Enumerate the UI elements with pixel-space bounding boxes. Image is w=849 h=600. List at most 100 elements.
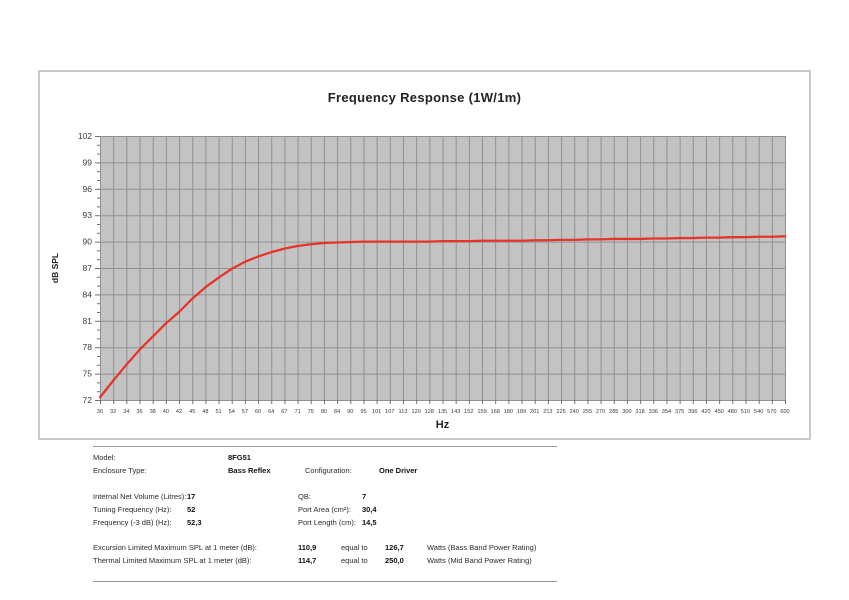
x-tick-label: 450 [714,409,723,415]
x-tick-label: 80 [321,409,327,415]
spec-value: 52,3 [187,518,202,527]
x-tick-label: 318 [635,409,644,415]
spec-value: 110,9 [298,543,317,552]
separator-top [93,446,557,447]
x-tick-label: 480 [728,409,737,415]
y-tick-label: 84 [83,289,93,299]
x-tick-label: 30 [97,409,103,415]
separator-bottom [93,581,557,582]
x-tick-label: 34 [123,409,129,415]
y-tick-label: 96 [83,184,93,194]
x-tick-label: 285 [609,409,618,415]
spec-label: Port Area (cm²): [298,505,351,514]
x-tick-label: 270 [596,409,605,415]
frequency-response-plot: 102 99 96 93 90 87 84 81 78 75 72 30 32 34 36 38 40 42 45 4… [50,131,790,431]
spec-label: Port Length (cm): [298,518,356,527]
spec-label: Enclosure Type: [93,466,147,475]
gridlines [100,136,786,401]
x-tick-label: 159 [477,409,486,415]
x-tick-label: 54 [229,409,235,415]
y-tick-label: 90 [83,237,93,247]
y-tick-label: 75 [83,369,93,379]
spec-label: QB: [298,492,311,501]
y-tick-label: 78 [83,342,93,352]
x-tick-label: 540 [754,409,763,415]
spec-value: 126,7 [385,543,404,552]
x-tick-label: 95 [360,409,366,415]
spec-value: 8FG51 [228,453,251,462]
x-tick-label: 57 [242,409,248,415]
x-tick-label: 300 [622,409,631,415]
spec-equal-to: equal to [341,543,368,552]
y-axis-title: dB SPL [50,253,60,283]
x-tick-label: 107 [385,409,394,415]
chart-title: Frequency Response (1W/1m) [327,90,522,105]
specs-group-alignment: Internal Net Volume (Litres): 17 QB: 7 Tunin… [93,490,557,529]
spec-suffix: Watts (Mid Band Power Rating) [427,556,532,565]
spec-label: Excursion Limited Maximum SPL at 1 meter… [93,543,257,552]
spec-value: 250,0 [385,556,404,565]
specs-group-model: Model: 8FG51 Enclosure Type: Bass Reflex Con… [93,451,557,477]
spec-label [305,451,379,464]
x-tick-label: 67 [281,409,287,415]
y-tick-label: 93 [83,210,93,220]
spec-row: Thermal Limited Maximum SPL at 1 meter (… [93,554,557,567]
spec-value: One Driver [379,466,418,475]
x-tick-label: 90 [347,409,353,415]
x-axis-title: Hz [436,419,450,431]
x-tick-label: 336 [649,409,658,415]
y-tick-label: 81 [83,316,93,326]
spec-row: Enclosure Type: Bass Reflex Configuration:… [93,464,557,477]
x-tick-label: 64 [268,409,274,415]
response-curve [98,235,787,399]
x-tick-label: 201 [530,409,539,415]
x-tick-label: 113 [399,409,408,415]
spec-value: 7 [362,492,367,501]
x-tick-label: 354 [662,409,671,415]
spec-equal-to: equal to [341,556,368,565]
spec-row: Tuning Frequency (Hz): 52 Port Area (cm²):… [93,503,557,516]
x-tick-label: 42 [176,409,182,415]
spec-row: Excursion Limited Maximum SPL at 1 meter… [93,541,557,554]
spec-value: 52 [187,505,196,514]
spec-row: Model: 8FG51 [93,451,557,464]
x-axis-ticks [100,400,786,404]
x-tick-label: 36 [136,409,142,415]
x-tick-label: 143 [451,409,460,415]
x-tick-label: 240 [570,409,579,415]
specs-table: Model: 8FG51 Enclosure Type: Bass Reflex Con… [93,446,557,582]
spec-value: Bass Reflex [228,466,271,475]
frequency-response-chart-panel: Frequency Response (1W/1m) 102 99 96 93 90 87… [38,70,811,440]
x-tick-label: 420 [701,409,710,415]
x-tick-label: 375 [675,409,684,415]
x-tick-label: 600 [780,409,789,415]
x-tick-label: 84 [334,409,340,415]
y-tick-label: 72 [83,395,93,405]
x-axis-labels: 30 32 34 36 38 40 42 45 48 51 54 57 60 64 67 71 75 80 84 90… [97,409,790,415]
x-tick-label: 75 [308,409,314,415]
spec-suffix: Watts (Bass Band Power Rating) [427,543,537,552]
x-tick-label: 135 [438,409,447,415]
y-tick-label: 87 [83,263,93,273]
x-tick-label: 60 [255,409,261,415]
x-tick-label: 128 [425,409,434,415]
x-tick-label: 71 [294,409,300,415]
x-tick-label: 120 [411,409,420,415]
spec-label: Thermal Limited Maximum SPL at 1 meter (… [93,556,252,565]
y-axis-labels: 102 99 96 93 90 87 84 81 78 75 72 [78,131,92,405]
spec-value: 17 [187,492,196,501]
y-axis-ticks [95,136,100,401]
y-tick-label: 99 [83,157,93,167]
spec-row: Internal Net Volume (Litres): 17 QB: 7 [93,490,557,503]
x-tick-label: 180 [504,409,513,415]
x-tick-label: 32 [110,409,116,415]
spec-value: 14,5 [362,518,377,527]
x-tick-label: 45 [189,409,195,415]
x-tick-label: 168 [491,409,500,415]
x-tick-label: 570 [767,409,776,415]
spec-label: Configuration: [305,466,352,475]
x-tick-label: 48 [202,409,208,415]
spec-value: 114,7 [298,556,317,565]
x-tick-label: 189 [517,409,526,415]
